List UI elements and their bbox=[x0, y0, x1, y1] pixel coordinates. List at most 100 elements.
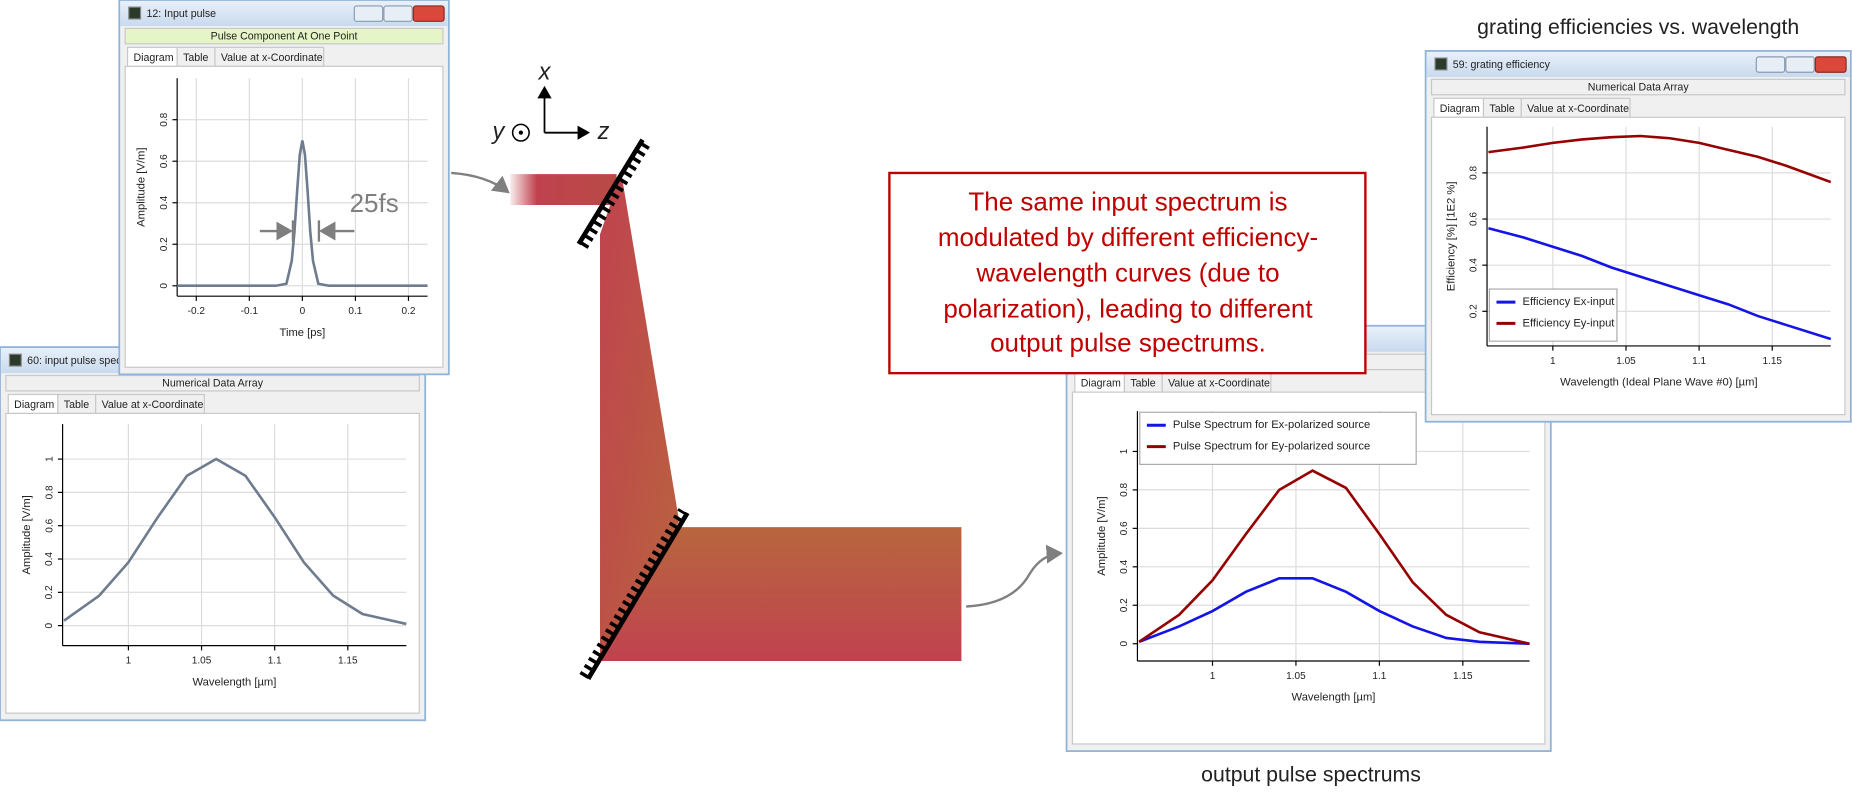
x-tick-label: -0.1 bbox=[241, 306, 259, 317]
y-axis-label: Amplitude [V/m] bbox=[1096, 496, 1108, 575]
x-tick-label: 1.15 bbox=[338, 656, 358, 667]
y-tick-label: 1 bbox=[1119, 448, 1130, 454]
y-tick-label: 0.4 bbox=[159, 195, 170, 209]
y-tick-label: 0.6 bbox=[1469, 212, 1480, 226]
x-tick-label: 1.15 bbox=[1762, 356, 1782, 367]
tab-label: Table bbox=[64, 399, 89, 411]
annotation-line: modulated by different efficiency- bbox=[938, 222, 1318, 252]
x-axis-label: Time [ps] bbox=[280, 327, 326, 339]
annotation-frame bbox=[888, 171, 1367, 375]
grating-teeth bbox=[579, 139, 652, 249]
header-text: Numerical Data Array bbox=[162, 378, 264, 390]
grating bbox=[576, 138, 645, 246]
header-text: Pulse Component At One Point bbox=[211, 31, 358, 43]
x-axis-label: Wavelength (Ideal Plane Wave #0) [µm] bbox=[1560, 377, 1757, 389]
annotation-line: output pulse spectrums. bbox=[990, 328, 1266, 358]
legend bbox=[1139, 411, 1417, 465]
input-spectrum-window: 60: input pulse spectrum Numerical Data A… bbox=[0, 346, 427, 722]
header-bar bbox=[5, 374, 420, 392]
y-tick-label: 0.6 bbox=[44, 518, 55, 532]
grating-window: 59: grating efficiency Numerical Data Arr… bbox=[1424, 50, 1852, 423]
y-axis-label: Amplitude [V/m] bbox=[21, 495, 33, 574]
x-axis-label: Wavelength [µm] bbox=[1292, 692, 1376, 704]
x-tick-label: 1 bbox=[1550, 356, 1556, 367]
annotation-line: polarization), leading to different bbox=[943, 293, 1313, 323]
y-tick-label: 0.8 bbox=[1119, 482, 1130, 496]
out-of-plane-symbol bbox=[511, 123, 530, 142]
data-line bbox=[1488, 227, 1832, 341]
x-tick-label: 1.05 bbox=[192, 656, 212, 667]
content-panel bbox=[5, 412, 420, 714]
window-title: 12: Input pulse bbox=[146, 8, 216, 20]
tab-label: Diagram bbox=[1440, 103, 1480, 115]
x-tick-label: -0.2 bbox=[188, 306, 206, 317]
legend-label: Efficiency Ex-input bbox=[1522, 296, 1615, 308]
tab-label: Diagram bbox=[14, 399, 54, 411]
window-title: 60: input pulse spectrum bbox=[27, 355, 143, 367]
window-icon bbox=[1434, 57, 1448, 71]
y-tick-label: 0 bbox=[1119, 641, 1130, 647]
x-tick-label: 1.1 bbox=[268, 656, 282, 667]
x-tick-label: 1.05 bbox=[1616, 356, 1636, 367]
data-line bbox=[177, 140, 428, 288]
tab-label: Value at x-Coordinate bbox=[1527, 103, 1629, 115]
y-tick-label: 0.4 bbox=[44, 552, 55, 566]
minimize-button bbox=[353, 5, 384, 22]
flow-arrow bbox=[451, 171, 510, 194]
caption: grating efficiencies vs. wavelength bbox=[1477, 15, 1799, 39]
x-axis-label: Wavelength [µm] bbox=[193, 676, 277, 688]
x-tick-label: 1.1 bbox=[1372, 671, 1386, 682]
grating bbox=[586, 511, 690, 681]
y-tick-label: 0.4 bbox=[1469, 258, 1480, 272]
tab-label: Diagram bbox=[1081, 378, 1121, 390]
window-title: 59: grating efficiency bbox=[1453, 59, 1551, 71]
input-pulse-window: 12: Input pulse Pulse Component At One Po… bbox=[118, 0, 450, 376]
x-tick-label: 1 bbox=[126, 656, 132, 667]
x-tick-label: 1.1 bbox=[1692, 356, 1706, 367]
x-tick-label: 1.05 bbox=[1286, 671, 1306, 682]
y-tick-label: 0.2 bbox=[159, 237, 170, 251]
tab-label: Table bbox=[1489, 103, 1514, 115]
input-beam bbox=[510, 174, 617, 205]
annotation-box: The same input spectrum is modulated by … bbox=[888, 171, 1367, 375]
annotation-line: The same input spectrum is bbox=[968, 187, 1287, 217]
window-icon bbox=[128, 6, 142, 20]
caption: output pulse spectrums bbox=[1201, 763, 1421, 787]
tab-label: Value at x-Coordinate bbox=[1168, 378, 1270, 390]
annotation-line: wavelength curves (due to bbox=[975, 258, 1279, 288]
legend bbox=[1488, 288, 1618, 342]
axis-label: x bbox=[538, 60, 552, 86]
y-tick-label: 0.4 bbox=[1119, 559, 1130, 573]
header-bar bbox=[124, 27, 444, 45]
y-tick-label: 0 bbox=[159, 283, 170, 289]
minimize-button bbox=[1755, 56, 1786, 73]
output-beam bbox=[597, 527, 962, 662]
tab-label: Value at x-Coordinate bbox=[221, 52, 323, 64]
diffracted-beam bbox=[600, 172, 680, 659]
y-axis-label: Amplitude [V/m] bbox=[136, 148, 148, 227]
tab-label: Value at x-Coordinate bbox=[102, 399, 204, 411]
maximize-button bbox=[1785, 56, 1815, 73]
y-tick-label: 0.8 bbox=[1469, 165, 1480, 179]
y-tick-label: 1 bbox=[44, 456, 55, 462]
legend-label: Efficiency Ey-input bbox=[1522, 317, 1615, 329]
y-tick-label: 0.8 bbox=[44, 485, 55, 499]
setup-diagram: x y z bbox=[451, 60, 1064, 681]
pulse-width-label: 25fs bbox=[350, 188, 399, 218]
y-tick-label: 0.6 bbox=[159, 154, 170, 168]
x-tick-label: 0.2 bbox=[401, 306, 415, 317]
legend-label: Pulse Spectrum for Ex-polarized source bbox=[1173, 419, 1370, 431]
data-line bbox=[1138, 577, 1530, 646]
y-tick-label: 0.6 bbox=[1119, 521, 1130, 535]
axis-label: y bbox=[491, 119, 507, 145]
out-of-plane-dot bbox=[518, 130, 524, 135]
y-tick-label: 0.2 bbox=[1469, 304, 1480, 318]
y-axis-label: Efficiency [%] [1E2 %] bbox=[1446, 181, 1458, 291]
legend-label: Pulse Spectrum for Ey-polarized source bbox=[1173, 441, 1370, 453]
x-tick-label: 1.15 bbox=[1453, 671, 1473, 682]
axis-label: z bbox=[597, 119, 610, 145]
tab-label: Table bbox=[1130, 378, 1155, 390]
y-tick-label: 0.2 bbox=[1119, 598, 1130, 612]
data-line bbox=[63, 457, 407, 626]
